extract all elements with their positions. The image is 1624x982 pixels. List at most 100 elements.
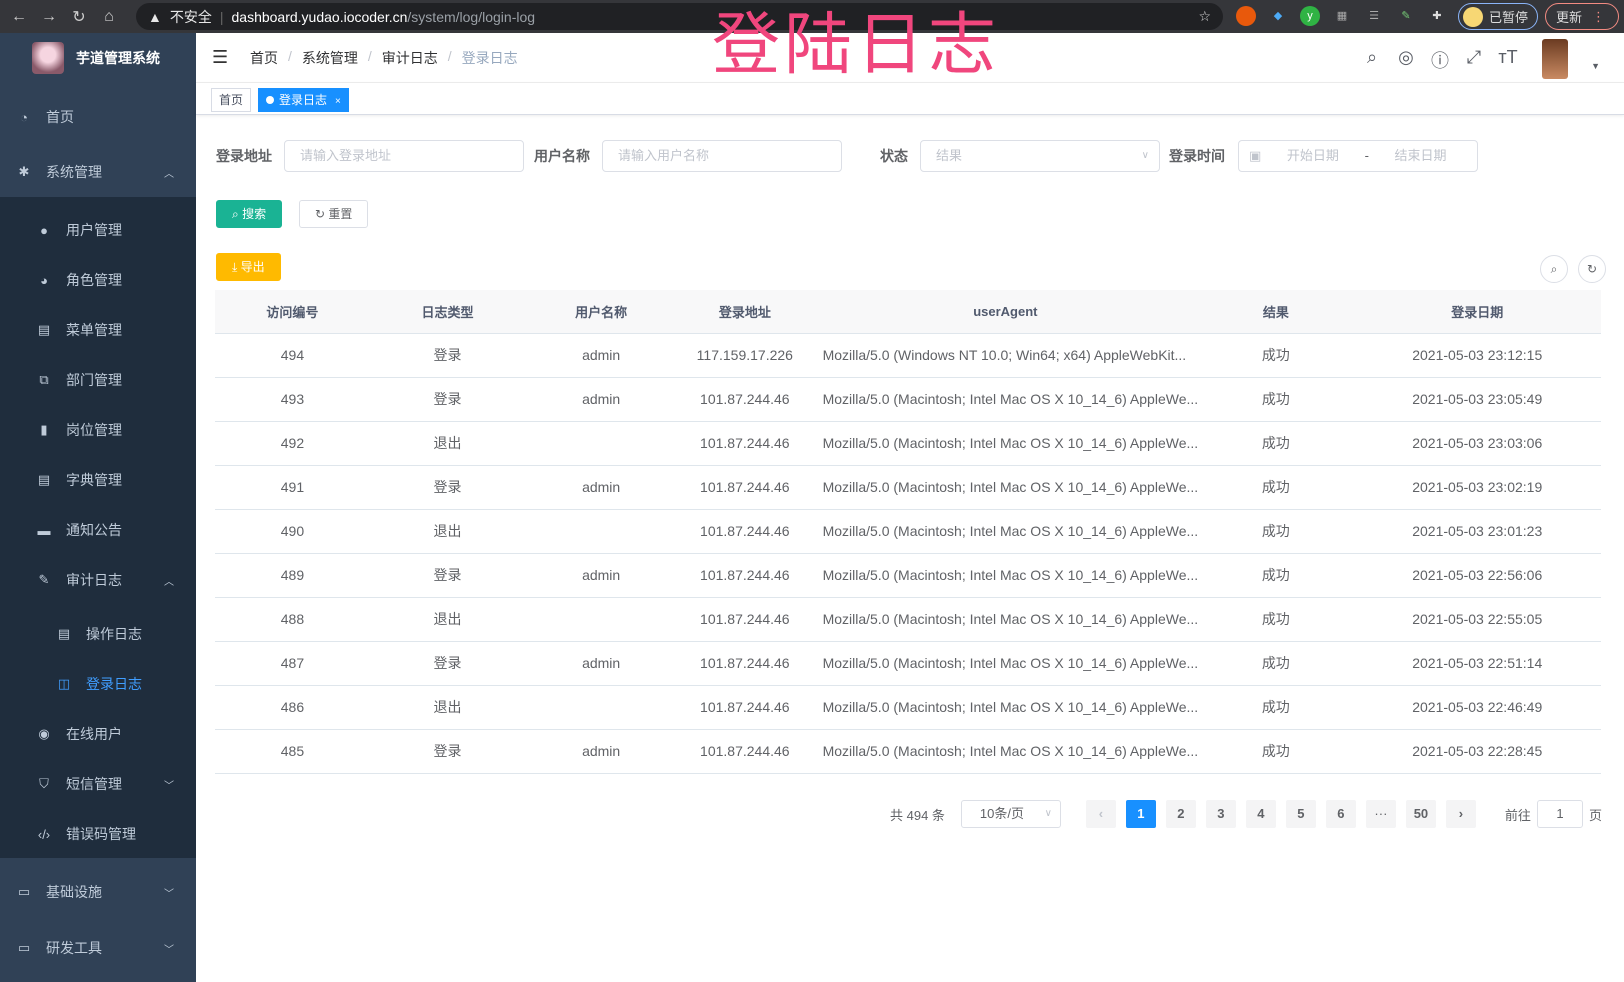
table-row[interactable]: 490 退出 101.87.244.46 Mozilla/5.0 (Macintosh… — [215, 509, 1601, 554]
hamburger-icon[interactable]: ☰ — [212, 47, 229, 67]
login-time-label: 登录时间 — [1169, 148, 1225, 164]
table-row[interactable]: 491 登录 admin 101.87.244.46 Mozilla/5.0 (Maci… — [215, 465, 1601, 510]
sidebar-item-12[interactable]: ◉ 在线用户 — [0, 709, 196, 759]
tag-login-log[interactable]: 登录日志 × — [258, 88, 349, 112]
caret-down-icon[interactable]: ▼ — [1591, 61, 1600, 71]
github-icon[interactable]: ◎ — [1398, 47, 1414, 67]
page-button[interactable]: 1 — [1125, 800, 1156, 828]
table-cell: 101.87.244.46 — [677, 597, 813, 642]
next-page-button[interactable]: › — [1445, 800, 1476, 828]
page-size-value: 10条/页 — [979, 806, 1024, 821]
prev-page-button[interactable]: ‹ — [1085, 800, 1116, 828]
breadcrumb-item[interactable]: 系统管理 — [301, 49, 358, 66]
sidebar-item-6[interactable]: ▮ 岗位管理 — [0, 405, 196, 455]
table-row[interactable]: 485 登录 admin 101.87.244.46 Mozilla/5.0 (Maci… — [215, 729, 1601, 774]
tag-home[interactable]: 首页 — [211, 88, 252, 112]
status-select[interactable]: 结果 ∨ — [920, 140, 1160, 172]
sidebar-item-1[interactable]: ✱ 系统管理 ︿ — [0, 144, 196, 200]
refresh-icon[interactable]: ↻ — [1578, 255, 1606, 283]
page-size-select[interactable]: 10条/页 ∨ — [960, 800, 1061, 828]
sidebar-item-14[interactable]: ‹/› 错误码管理 — [0, 809, 196, 859]
page-button[interactable]: 6 — [1325, 800, 1356, 828]
page-button[interactable]: 3 — [1205, 800, 1236, 828]
breadcrumb-item[interactable]: 首页 — [250, 49, 278, 66]
breadcrumb-current: 登录日志 — [461, 49, 518, 66]
sidebar-item-16[interactable]: ▭ 研发工具 ﹀ — [0, 920, 196, 976]
table-cell: 493 — [215, 377, 370, 422]
table-cell: 2021-05-03 22:56:06 — [1353, 553, 1601, 598]
forward-icon[interactable]: → — [41, 7, 57, 25]
close-icon[interactable]: × — [335, 96, 341, 107]
puzzle-icon[interactable]: ✚ — [1432, 10, 1442, 22]
sidebar-item-13[interactable]: ⛉ 短信管理 ﹀ — [0, 759, 196, 809]
app-logo[interactable]: 芋道管理系统 — [0, 33, 196, 83]
table-row[interactable]: 492 退出 101.87.244.46 Mozilla/5.0 (Macintosh… — [215, 421, 1601, 466]
extension-icon[interactable] — [1236, 6, 1256, 26]
toggle-search-icon[interactable]: ⌕ — [1540, 255, 1568, 283]
page-button[interactable]: ··· — [1365, 800, 1396, 828]
sidebar-item-7[interactable]: ▤ 字典管理 — [0, 455, 196, 505]
bookmark-star-icon[interactable]: ☆ — [1198, 8, 1211, 24]
breadcrumb-item[interactable]: 审计日志 — [381, 49, 438, 66]
page-button[interactable]: 5 — [1285, 800, 1316, 828]
table-row[interactable]: 486 退出 101.87.244.46 Mozilla/5.0 (Macintosh… — [215, 685, 1601, 730]
sidebar-item-8[interactable]: ▬ 通知公告 — [0, 505, 196, 555]
sidebar-item-0[interactable]: ◔ 首页 — [0, 89, 196, 145]
sidebar-item-11[interactable]: ◫ 登录日志 — [0, 659, 196, 709]
chevron-down-icon: ﹀ — [164, 888, 174, 900]
search-button[interactable]: ⌕ 搜索 — [216, 200, 283, 228]
table-row[interactable]: 489 登录 admin 101.87.244.46 Mozilla/5.0 (Maci… — [215, 553, 1601, 598]
refresh-icon: ↻ — [315, 207, 329, 221]
page-button[interactable]: 4 — [1245, 800, 1276, 828]
home-icon[interactable]: ⌂ — [104, 7, 114, 25]
table-cell: 退出 — [369, 421, 526, 466]
monitor-icon: ▭ — [17, 884, 31, 899]
date-range-picker[interactable]: ▣ 开始日期 - 结束日期 — [1238, 140, 1478, 172]
page-button[interactable]: 2 — [1165, 800, 1196, 828]
table-cell: 101.87.244.46 — [677, 641, 813, 686]
table-cell: 2021-05-03 23:05:49 — [1353, 377, 1601, 422]
sidebar-item-5[interactable]: ⧉ 部门管理 — [0, 355, 196, 405]
start-date-input[interactable]: 开始日期 — [1286, 148, 1339, 163]
table-cell: Mozilla/5.0 (Macintosh; Intel Mac OS X 1… — [812, 465, 1199, 510]
avatar[interactable] — [1542, 39, 1568, 79]
extension-icon[interactable]: y — [1300, 6, 1320, 26]
column-header: 结果 — [1198, 290, 1354, 334]
goto-page-input[interactable]: 1 — [1536, 800, 1583, 828]
extension-icon[interactable]: ◆ — [1273, 10, 1283, 22]
username-input[interactable]: 请输入用户名称 — [602, 140, 842, 172]
address-bar[interactable]: ▲ 不安全 | dashboard.yudao.iocoder.cn/syste… — [136, 3, 1223, 30]
profile-button[interactable]: 已暂停 — [1458, 3, 1538, 30]
sidebar-item-2[interactable]: ● 用户管理 — [0, 205, 196, 255]
sidebar-item-3[interactable]: ◕ 角色管理 — [0, 255, 196, 305]
reset-button[interactable]: ↻ 重置 — [299, 200, 369, 228]
table-row[interactable]: 494 登录 admin 117.159.17.226 Mozilla/5.0 (Win… — [215, 333, 1601, 378]
fullscreen-icon[interactable]: ⤢ — [1466, 47, 1482, 67]
reload-icon[interactable]: ↻ — [72, 8, 86, 26]
update-button[interactable]: 更新 ⋮ — [1545, 3, 1619, 30]
username-label: 用户名称 — [534, 148, 590, 164]
export-button-label: 导出 — [240, 260, 265, 274]
sidebar-item-10[interactable]: ▤ 操作日志 — [0, 609, 196, 659]
search-icon[interactable]: ⌕ — [1366, 47, 1378, 67]
login-address-input[interactable]: 请输入登录地址 — [284, 140, 524, 172]
page-button[interactable]: 50 — [1405, 800, 1436, 828]
back-icon[interactable]: ← — [11, 7, 27, 25]
extension-icon[interactable]: ☰ — [1369, 10, 1379, 22]
font-size-icon[interactable]: ᴛT — [1498, 47, 1518, 67]
table-cell: Mozilla/5.0 (Macintosh; Intel Mac OS X 1… — [812, 597, 1199, 642]
table-row[interactable]: 488 退出 101.87.244.46 Mozilla/5.0 (Macintosh… — [215, 597, 1601, 642]
dict-icon: ▤ — [37, 472, 51, 487]
table-row[interactable]: 487 登录 admin 101.87.244.46 Mozilla/5.0 (Maci… — [215, 641, 1601, 686]
export-button[interactable]: ⤓ 导出 — [216, 253, 281, 281]
extension-icon[interactable]: ▦ — [1336, 10, 1348, 22]
end-date-input[interactable]: 结束日期 — [1394, 148, 1447, 163]
sidebar-item-9[interactable]: ✎ 审计日志 ︿ — [0, 555, 196, 605]
question-icon[interactable]: ⓘ — [1431, 51, 1449, 71]
form-icon: ▤ — [57, 626, 71, 641]
sidebar-item-15[interactable]: ▭ 基础设施 ﹀ — [0, 864, 196, 920]
sidebar-item-4[interactable]: ▤ 菜单管理 — [0, 305, 196, 355]
sidebar-item-label: 操作日志 — [86, 626, 142, 642]
extension-icon[interactable]: ✎ — [1401, 10, 1411, 22]
table-row[interactable]: 493 登录 admin 101.87.244.46 Mozilla/5.0 (Maci… — [215, 377, 1601, 422]
